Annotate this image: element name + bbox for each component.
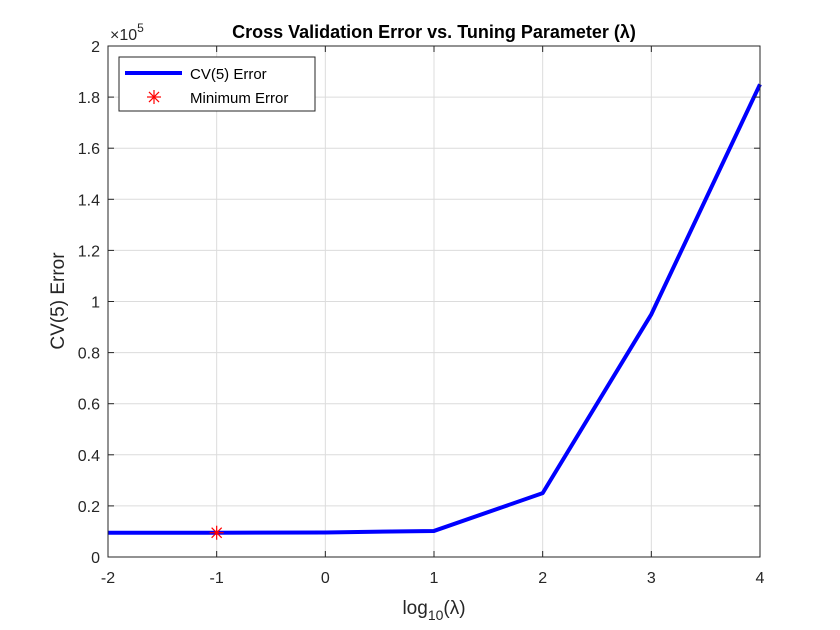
y-tick-label: 1.6	[78, 141, 100, 158]
y-tick-label: 1.2	[78, 243, 100, 260]
y-tick-label: 0	[91, 550, 100, 567]
minimum-error-marker	[209, 525, 224, 540]
y-tick-label: 1.4	[78, 192, 100, 209]
y-multiplier-exponent: 5	[137, 21, 144, 35]
legend-asterisk	[147, 90, 161, 104]
x-tick-label: 2	[538, 570, 547, 587]
y-multiplier: ×105	[110, 21, 144, 44]
y-tick-label: 0.4	[78, 448, 100, 465]
x-tick-label: 3	[647, 570, 656, 587]
y-tick-label: 0.8	[78, 346, 100, 363]
x-tick-label: 1	[430, 570, 439, 587]
y-tick-label: 2	[91, 39, 100, 56]
y-tick-label: 0.6	[78, 397, 100, 414]
x-axis-label-base: log	[402, 598, 427, 619]
x-tick-label: 4	[756, 570, 765, 587]
legend-label-cv-error: CV(5) Error	[190, 66, 267, 83]
legend-marker-minimum	[147, 90, 161, 104]
legend-box	[118, 56, 316, 112]
legend: CV(5) Error Minimum Error	[118, 56, 316, 112]
x-axis-label: log10(λ)	[402, 598, 465, 623]
y-tick-label: 1	[91, 295, 100, 312]
y-tick-label: 0.2	[78, 499, 100, 516]
x-tick-labels: -2 -1 0 1 2 3 4	[101, 570, 765, 587]
x-tick-label: -2	[101, 570, 115, 587]
legend-label-minimum: Minimum Error	[190, 90, 288, 107]
y-tick-labels: 0 0.2 0.4 0.6 0.8 1 1.2 1.4 1.6 1.8 2	[78, 39, 100, 567]
tick-marks	[107, 45, 761, 558]
series-layer	[108, 83, 762, 540]
y-axis-label: CV(5) Error	[48, 252, 69, 350]
x-tick-label: -1	[210, 570, 224, 587]
x-axis-label-text: log10(λ)	[402, 598, 465, 623]
y-tick-label: 1.8	[78, 90, 100, 107]
chart-title: Cross Validation Error vs. Tuning Parame…	[232, 22, 636, 42]
x-axis-label-subscript: 10	[428, 607, 444, 623]
y-multiplier-base: ×10	[110, 27, 137, 44]
x-tick-label: 0	[321, 570, 330, 587]
x-axis-label-rest: (λ)	[443, 598, 465, 619]
